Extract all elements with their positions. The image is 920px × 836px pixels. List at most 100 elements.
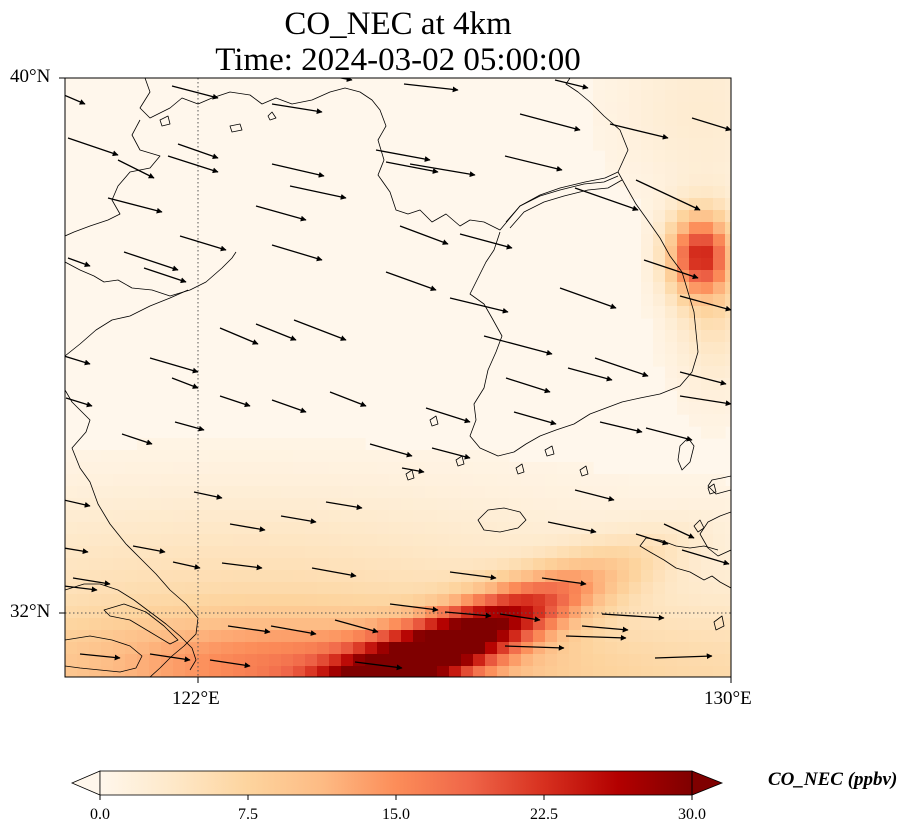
field-cell	[197, 594, 210, 607]
coastline-yangtze-island	[103, 603, 179, 645]
field-cell	[149, 534, 162, 547]
field-cell	[701, 570, 714, 583]
field-cell	[101, 594, 114, 607]
field-cell	[641, 246, 654, 259]
field-cell	[101, 546, 114, 559]
field-cell	[233, 498, 246, 511]
field-cell	[137, 582, 150, 595]
field-cell	[485, 642, 498, 655]
field-cell	[377, 642, 390, 655]
field-cell	[353, 462, 366, 475]
field-cell	[341, 666, 354, 677]
field-cell	[389, 582, 402, 595]
field-cell	[677, 474, 690, 487]
field-cell	[473, 498, 486, 511]
field-cell	[269, 666, 282, 677]
field-cell	[293, 546, 306, 559]
field-cell	[713, 594, 726, 607]
field-cell	[317, 486, 330, 499]
field-cell	[101, 606, 114, 619]
field-cell	[545, 642, 558, 655]
lat-label-32N: 32°N	[10, 601, 51, 622]
field-cell	[317, 534, 330, 547]
wind-arrow	[174, 421, 205, 432]
field-cell	[689, 642, 702, 655]
field-cell	[485, 474, 498, 487]
field-cell	[689, 306, 702, 319]
colorbar-label: CO_NEC (ppbv)	[768, 769, 898, 790]
field-cell	[617, 510, 630, 523]
field-cell	[317, 654, 330, 667]
field-cell	[701, 282, 714, 295]
field-cell	[677, 558, 690, 571]
field-cell	[413, 606, 426, 619]
field-cell	[221, 606, 234, 619]
field-cell	[245, 606, 258, 619]
field-cell	[485, 654, 498, 667]
field-cell	[197, 606, 210, 619]
field-cell	[689, 606, 702, 619]
field-cell	[641, 78, 654, 91]
field-cell	[473, 630, 486, 643]
field-cell	[365, 618, 378, 631]
field-cell	[521, 486, 534, 499]
field-cell	[437, 666, 450, 677]
field-cell	[473, 606, 486, 619]
field-cell	[425, 654, 438, 667]
wind-arrow	[594, 357, 649, 378]
field-cell	[161, 630, 174, 643]
field-cell	[557, 666, 570, 677]
field-cell	[209, 438, 222, 451]
field-cell	[293, 486, 306, 499]
field-cell	[545, 486, 558, 499]
field-cell	[677, 102, 690, 115]
field-cell	[665, 594, 678, 607]
field-cell	[221, 654, 234, 667]
field-cell	[677, 582, 690, 595]
field-cell	[401, 606, 414, 619]
field-cell	[701, 510, 714, 523]
field-cell	[533, 522, 546, 535]
field-cell	[665, 558, 678, 571]
field-cell	[113, 486, 126, 499]
field-cell	[665, 282, 678, 295]
field-cell	[425, 642, 438, 655]
field-cell	[713, 258, 726, 271]
field-cell	[533, 630, 546, 643]
field-cell	[497, 546, 510, 559]
field-cell	[173, 486, 186, 499]
field-cell	[197, 474, 210, 487]
field-cell	[389, 618, 402, 631]
field-cell	[329, 594, 342, 607]
field-cell	[317, 594, 330, 607]
field-cell	[677, 318, 690, 331]
field-cell	[77, 618, 90, 631]
field-cell	[677, 666, 690, 677]
field-cell	[425, 594, 438, 607]
field-cell	[329, 474, 342, 487]
field-cell	[449, 450, 462, 463]
field-cell	[545, 534, 558, 547]
field-cell	[689, 498, 702, 511]
field-cell	[317, 618, 330, 631]
field-cell	[389, 486, 402, 499]
field-cell	[353, 666, 366, 677]
field-cell	[665, 666, 678, 677]
field-cell	[689, 582, 702, 595]
field-cell	[173, 438, 186, 451]
colorbar-tick-label: 0.0	[90, 806, 110, 823]
field-cell	[701, 474, 714, 487]
field-cell	[485, 546, 498, 559]
field-cell	[509, 654, 522, 667]
wind-arrow	[635, 533, 669, 546]
field-cell	[269, 510, 282, 523]
field-cell	[245, 642, 258, 655]
field-cell	[137, 642, 150, 655]
field-cell	[113, 534, 126, 547]
field-cell	[581, 474, 594, 487]
field-cell	[281, 642, 294, 655]
wind-arrow	[72, 577, 111, 587]
field-cell	[689, 138, 702, 151]
field-cell	[593, 474, 606, 487]
field-cell	[281, 522, 294, 535]
